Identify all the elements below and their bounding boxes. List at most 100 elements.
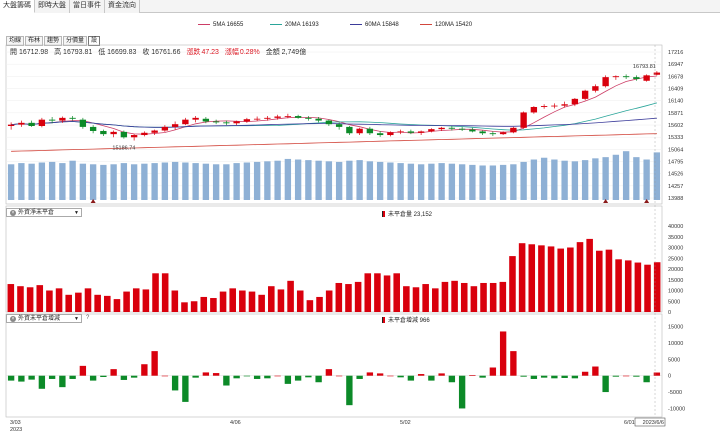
candle-body	[284, 116, 292, 117]
legend-120ma-swatch	[420, 23, 432, 25]
open-interest-bar	[239, 290, 246, 312]
tab-realtime-market[interactable]: 即時大盤	[35, 0, 70, 13]
volume-bar	[489, 165, 497, 200]
help-icon[interactable]: ?	[86, 315, 90, 321]
tab-daily-events[interactable]: 當日事件	[70, 0, 105, 13]
price-tick-label: 14795	[668, 160, 683, 166]
open-interest-change-bar	[233, 375, 240, 379]
open-interest-bar	[325, 290, 333, 312]
legend-20ma: 20MA 16193	[270, 22, 319, 28]
open-interest-bar	[567, 247, 574, 312]
candle-body	[417, 131, 425, 133]
open-interest-bar	[441, 281, 449, 312]
candle-body	[233, 121, 240, 124]
volume-bar	[182, 162, 189, 200]
open-interest-change-bar	[561, 375, 568, 378]
volume-bar	[284, 158, 292, 200]
volume-bar	[89, 164, 97, 200]
candle-body	[479, 131, 486, 134]
open-interest-change-bar	[110, 369, 117, 376]
volume-bar	[387, 162, 394, 200]
open-interest-bar	[7, 284, 15, 312]
volume-bar	[130, 164, 138, 200]
indicator2-tick-label: 15000	[668, 325, 683, 331]
open-interest-change-bar	[69, 375, 76, 379]
open-interest-bar	[480, 282, 487, 312]
volume-bar	[141, 163, 148, 200]
indicator1-tick-label: 30000	[668, 246, 683, 252]
event-marker-icon	[644, 199, 650, 203]
open-interest-change-bar	[469, 375, 476, 376]
open-interest-bar	[287, 280, 294, 312]
open-interest-bar	[142, 289, 150, 312]
open-interest-change-bar	[130, 375, 138, 378]
indicator2-selector[interactable]: × 外資未平倉增減 ▼	[6, 314, 82, 323]
price-tick-label: 14526	[668, 172, 683, 178]
indicator1-selector[interactable]: × 外資淨未平倉 ▼	[6, 208, 82, 217]
quote-amount: 金額 2,749億	[265, 49, 307, 56]
tab-fund-flow[interactable]: 資金流向	[105, 0, 140, 13]
candle-body	[18, 122, 25, 125]
open-interest-bar	[538, 245, 545, 312]
legend-120ma-label: 120MA 15420	[435, 22, 473, 28]
close-icon[interactable]: ×	[10, 316, 16, 322]
open-interest-change-bar	[305, 375, 312, 378]
legend-120ma: 120MA 15420	[420, 22, 472, 28]
ma20-line	[11, 102, 658, 131]
open-interest-change-bar	[479, 375, 486, 378]
price-tick-label: 16140	[668, 99, 683, 105]
open-interest-change-bar	[376, 373, 384, 376]
indicator1-tick-label: 5000	[668, 299, 680, 305]
volume-bar	[407, 163, 415, 200]
open-interest-bar	[634, 262, 642, 312]
candle-body	[489, 133, 497, 135]
price-tick-label: 17216	[668, 50, 683, 56]
candle-body	[212, 121, 220, 123]
volume-bar	[622, 151, 630, 200]
volume-bar	[458, 164, 466, 200]
open-interest-change-bar	[171, 375, 179, 391]
candle-body	[571, 98, 579, 105]
candle-body	[325, 120, 333, 125]
close-icon[interactable]: ×	[10, 210, 16, 216]
volume-bar	[110, 164, 117, 200]
volume-bar	[325, 161, 333, 200]
subtab-trend[interactable]: 趨勢	[44, 36, 63, 46]
open-interest-bar	[55, 288, 63, 312]
open-interest-change-bar	[622, 375, 630, 377]
open-interest-bar	[306, 300, 314, 312]
subtab-settings[interactable]: 設	[88, 36, 101, 46]
indicator1-tick-label: 15000	[668, 278, 683, 284]
quote-pct-label: 漲幅	[224, 49, 239, 56]
subtab-price-volume[interactable]: 分價量	[63, 36, 88, 46]
candle-body	[69, 117, 76, 119]
volume-bar	[397, 163, 404, 200]
open-interest-bar	[123, 291, 130, 312]
quote-high: 高 16793.81	[54, 49, 93, 56]
candle-body	[7, 124, 15, 126]
quote-pct: 0.28%	[239, 49, 260, 56]
tab-market-chips[interactable]: 大盤籌碼	[0, 0, 35, 13]
open-interest-change-bar	[284, 375, 292, 384]
open-interest-change-bar	[458, 375, 466, 409]
open-interest-change-bar	[592, 366, 599, 376]
indicator1-value-label: 未平倉量 23,152	[388, 212, 433, 218]
candle-body	[79, 119, 87, 127]
subtab-ma[interactable]: 均線	[6, 36, 25, 46]
candle-body	[130, 135, 138, 138]
volume-bar	[223, 164, 230, 200]
price-tick-label: 15333	[668, 135, 683, 141]
candle-body	[530, 106, 538, 113]
candle-body	[151, 130, 158, 133]
open-interest-change-bar	[346, 375, 353, 406]
series-marker-icon	[382, 317, 385, 323]
candle-body	[643, 75, 650, 81]
date-tick-label: 3/03	[10, 420, 21, 426]
subtab-bollinger[interactable]: 布林	[25, 36, 44, 46]
open-interest-bar	[615, 259, 622, 312]
top-tab-bar: 大盤籌碼 即時大盤 當日事件 資金流向	[0, 0, 720, 13]
candle-body	[653, 72, 661, 75]
price-tick-label: 14257	[668, 184, 683, 190]
volume-bar	[551, 159, 558, 200]
